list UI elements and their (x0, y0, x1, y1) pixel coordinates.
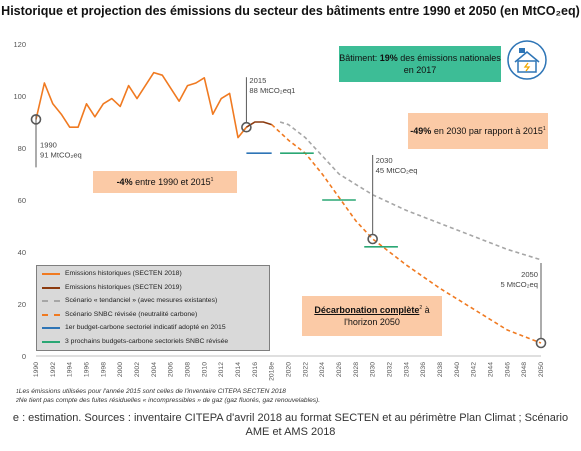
x-tick-label: 2040 (454, 362, 461, 377)
legend-swatch (42, 286, 60, 289)
legend-item: Scénario « tendanciel » (avec mesures ex… (42, 296, 217, 306)
series-line (279, 121, 542, 261)
legend-swatch (42, 340, 60, 343)
x-tick-label: 2046 (504, 362, 511, 377)
x-tick-label: 1996 (84, 362, 91, 377)
x-tick-label: 2030 (370, 362, 377, 377)
x-tick-label: 2014 (235, 362, 242, 377)
x-tick-label: 2012 (218, 362, 225, 377)
x-tick-label: 2032 (387, 362, 394, 377)
x-tick-label: 2034 (403, 362, 410, 377)
legend-label: Scénario « tendanciel » (avec mesures ex… (65, 297, 218, 304)
marker-year-label: 2030 (376, 156, 393, 165)
legend-item: Scénario SNBC révisée (neutralité carbon… (42, 310, 197, 320)
marker-value-label: 88 MtCO₂eq1 (249, 86, 295, 95)
legend-item: Emissions historiques (SECTEN 2018) (42, 269, 182, 279)
chart-legend: Emissions historiques (SECTEN 2018) Emiss… (36, 265, 270, 351)
icon-house-body (517, 60, 537, 73)
footnote-2: 2Ne tient pas compte des fuites résiduel… (16, 397, 321, 404)
icon-solar-panel (519, 48, 525, 53)
x-tick-label: 2010 (201, 362, 208, 377)
legend-label: 3 prochains budgets-carbone sectoriels S… (65, 337, 229, 345)
legend-swatch (42, 327, 60, 329)
source-footer: e : estimation. Sources : inventaire CIT… (12, 412, 569, 438)
y-tick-label: 60 (18, 196, 26, 205)
reduction-2030-box: -49% en 2030 par rapport à 20151 (408, 113, 548, 149)
y-tick-label: 20 (18, 300, 26, 309)
legend-label: Scénario SNBC révisée (neutralité carbon… (65, 310, 198, 318)
legend-swatch (42, 273, 60, 275)
footnote-1: 1Les émissions utilisées pour l'année 20… (16, 388, 286, 395)
x-tick-label: 2024 (319, 362, 326, 377)
legend-swatch (42, 300, 60, 302)
legend-item: 3 prochains budgets-carbone sectoriels S… (42, 337, 228, 347)
marker-year-label: 2015 (249, 76, 266, 85)
series-line (35, 71, 248, 139)
x-tick-label: 2008 (185, 362, 192, 377)
icon-bolt (523, 62, 531, 72)
y-tick-label: 100 (13, 92, 26, 101)
x-tick-label: 2022 (302, 362, 309, 377)
buildings-share-box: Bâtiment: 19% des émissions nationales e… (339, 46, 501, 82)
x-tick-label: 2044 (488, 362, 495, 377)
marker-value-label: 91 MtCO₂eq (40, 150, 82, 159)
y-tick-label: 120 (13, 40, 26, 49)
x-tick-label: 2048 (521, 362, 528, 377)
legend-label: 1er budget-carbone sectoriel indicatif a… (65, 324, 226, 331)
marker-year-label: 2050 (521, 270, 538, 279)
x-tick-label: 2028 (353, 362, 360, 377)
x-tick-label: 2018e (269, 362, 276, 381)
x-tick-label: 2050 (538, 362, 545, 377)
x-tick-label: 1990 (33, 362, 40, 377)
legend-item: 1er budget-carbone sectoriel indicatif a… (42, 323, 226, 333)
y-tick-label: 40 (18, 248, 26, 257)
icon-circle (507, 40, 547, 80)
chart-title: Historique et projection des émissions d… (1, 4, 580, 18)
x-tick-label: 2042 (471, 362, 478, 377)
legend-swatch (42, 313, 60, 316)
decarbonation-box: Décarbonation complète2 à l'horizon 2050 (302, 296, 442, 336)
x-tick-label: 2000 (117, 362, 124, 377)
marker-year-label: 1990 (40, 140, 57, 149)
y-tick-label: 80 (18, 144, 26, 153)
marker-circle (30, 114, 42, 125)
marker-value-label: 45 MtCO₂eq (376, 166, 418, 175)
x-tick-label: 2036 (420, 362, 427, 377)
x-tick-label: 1994 (67, 362, 74, 377)
x-tick-label: 2016 (252, 362, 259, 377)
legend-item: Emissions historiques (SECTEN 2019) (42, 283, 182, 293)
x-tick-label: 2020 (286, 362, 293, 377)
x-tick-label: 2002 (134, 362, 141, 377)
marker-circle (241, 121, 252, 133)
x-tick-label: 2004 (151, 362, 158, 377)
y-tick-label: 0 (22, 352, 26, 361)
icon-roof (514, 51, 540, 63)
x-tick-label: 2038 (437, 362, 444, 377)
x-tick-label: 2006 (168, 362, 175, 377)
legend-label: Emissions historiques (SECTEN 2019) (65, 283, 182, 291)
marker-circle (367, 233, 378, 245)
x-tick-label: 2026 (336, 362, 343, 377)
legend-label: Emissions historiques (SECTEN 2018) (65, 270, 182, 277)
x-tick-label: 1998 (100, 362, 107, 377)
marker-circle (535, 337, 547, 349)
series-line (271, 124, 542, 344)
marker-value-label: 5 MtCO₂eq (500, 280, 538, 289)
house-solar-icon (507, 40, 547, 80)
x-tick-label: 1992 (50, 362, 57, 377)
reduction-1990-2015-box: -4% entre 1990 et 20151 (93, 171, 237, 193)
